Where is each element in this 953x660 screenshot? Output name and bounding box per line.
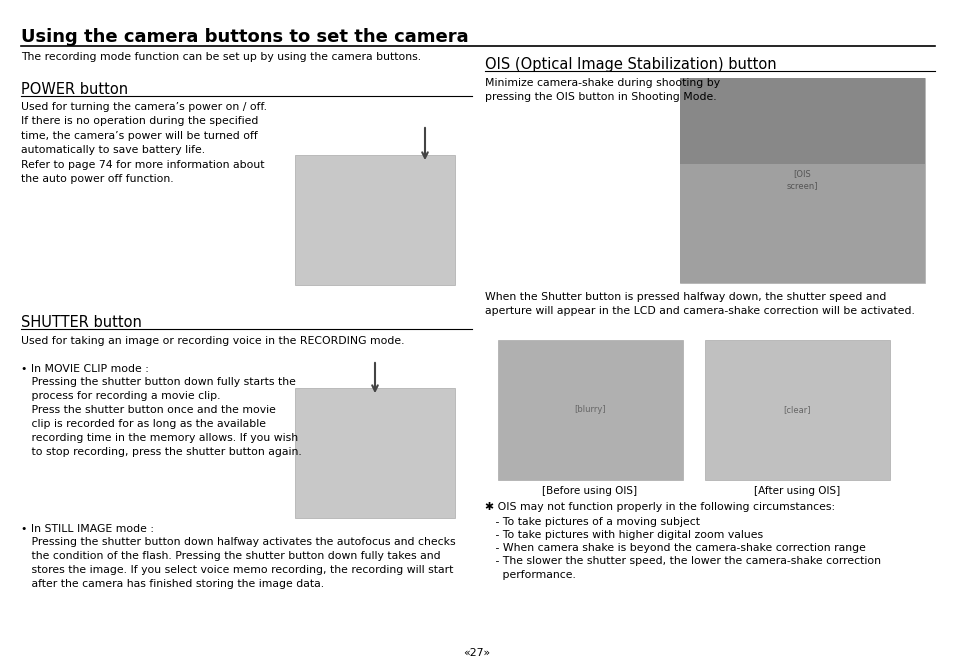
Bar <box>679 78 924 283</box>
Text: «27»: «27» <box>463 648 490 658</box>
Bar <box>294 388 455 518</box>
Text: [OIS
screen]: [OIS screen] <box>785 170 817 190</box>
Text: Minimize camera-shake during shooting by
pressing the OIS button in Shooting Mod: Minimize camera-shake during shooting by… <box>484 78 719 102</box>
Text: Used for turning the camera’s power on / off.
If there is no operation during th: Used for turning the camera’s power on /… <box>21 102 267 184</box>
Text: [After using OIS]: [After using OIS] <box>753 486 840 496</box>
Text: • In MOVIE CLIP mode :: • In MOVIE CLIP mode : <box>21 364 149 374</box>
Text: SHUTTER button: SHUTTER button <box>21 315 142 330</box>
Bar <box>679 78 924 164</box>
Bar <box>704 340 889 480</box>
Text: When the Shutter button is pressed halfway down, the shutter speed and
aperture : When the Shutter button is pressed halfw… <box>484 292 914 316</box>
Text: [Before using OIS]: [Before using OIS] <box>542 486 637 496</box>
Text: ✱ OIS may not function properly in the following circumstances:: ✱ OIS may not function properly in the f… <box>484 502 834 512</box>
Text: Pressing the shutter button down fully starts the
   process for recording a mov: Pressing the shutter button down fully s… <box>21 377 301 457</box>
Text: Pressing the shutter button down halfway activates the autofocus and checks
   t: Pressing the shutter button down halfway… <box>21 537 456 589</box>
Text: POWER button: POWER button <box>21 82 128 97</box>
Bar <box>679 164 924 283</box>
Text: [clear]: [clear] <box>782 405 810 414</box>
Text: Used for taking an image or recording voice in the RECORDING mode.: Used for taking an image or recording vo… <box>21 336 404 346</box>
Text: - The slower the shutter speed, the lower the camera-shake correction
     perfo: - The slower the shutter speed, the lowe… <box>484 556 880 580</box>
Text: • In STILL IMAGE mode :: • In STILL IMAGE mode : <box>21 524 153 534</box>
Text: Using the camera buttons to set the camera: Using the camera buttons to set the came… <box>21 28 468 46</box>
Text: - When camera shake is beyond the camera-shake correction range: - When camera shake is beyond the camera… <box>484 543 864 553</box>
Text: - To take pictures with higher digital zoom values: - To take pictures with higher digital z… <box>484 530 762 540</box>
Text: - To take pictures of a moving subject: - To take pictures of a moving subject <box>484 517 699 527</box>
Text: OIS (Optical Image Stabilization) button: OIS (Optical Image Stabilization) button <box>484 57 776 72</box>
Text: [blurry]: [blurry] <box>574 405 605 414</box>
Bar <box>294 155 455 285</box>
Bar <box>497 340 682 480</box>
Text: The recording mode function can be set up by using the camera buttons.: The recording mode function can be set u… <box>21 52 420 62</box>
